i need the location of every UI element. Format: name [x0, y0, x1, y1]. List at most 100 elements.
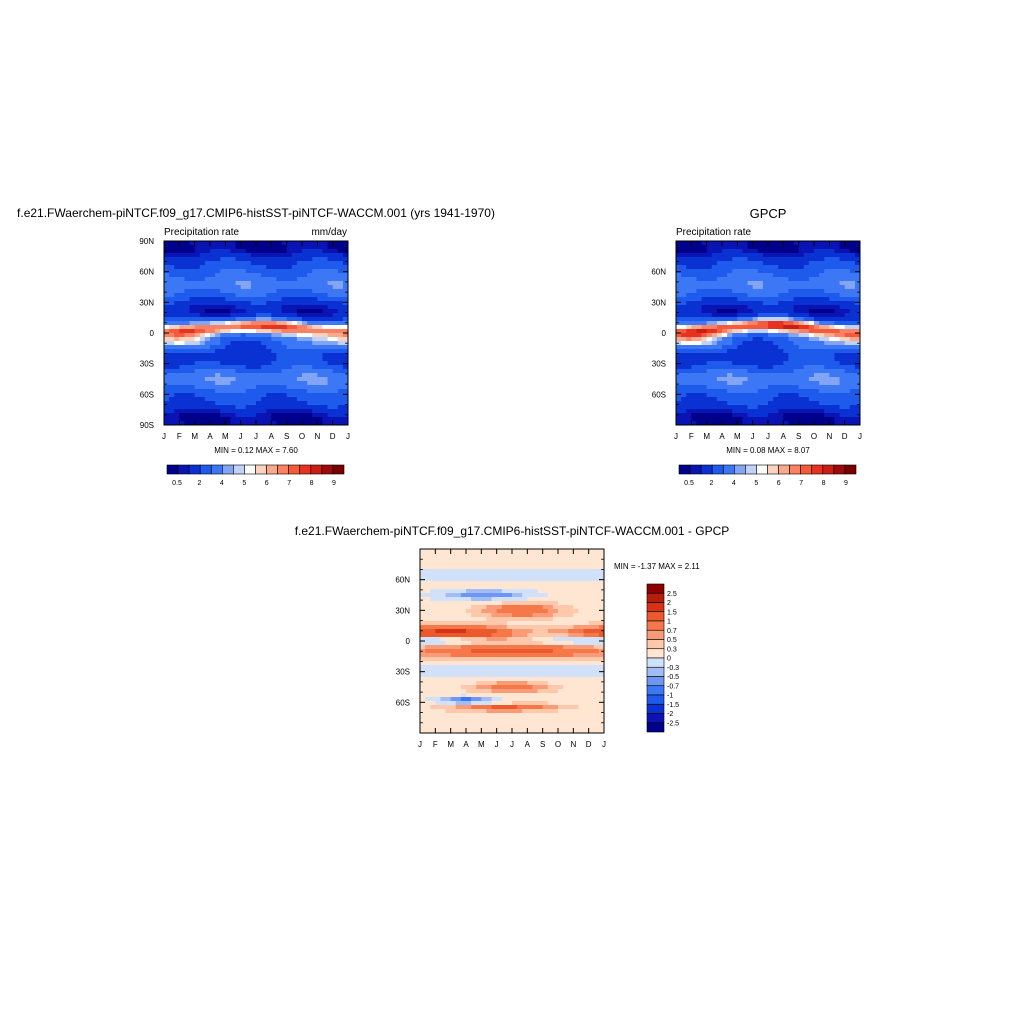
contour-cell	[179, 333, 185, 338]
colorbar-swatch	[789, 464, 801, 475]
contour-cell	[798, 377, 805, 382]
contour-cell	[808, 273, 815, 278]
contour-cell	[532, 553, 539, 558]
contour-cell	[547, 673, 554, 678]
contour-cell	[558, 689, 564, 694]
contour-cell	[532, 581, 539, 586]
contour-cell	[337, 289, 344, 294]
contour-cell	[220, 321, 226, 326]
contour-cell	[512, 685, 518, 690]
contour-cell	[342, 245, 349, 250]
contour-cell	[215, 365, 221, 370]
y-tick-label: 30N	[651, 298, 666, 307]
contour-cell	[547, 557, 554, 562]
contour-cell	[425, 665, 431, 670]
contour-cell	[220, 305, 226, 310]
contour-cell	[757, 305, 764, 310]
contour-cell	[322, 273, 329, 278]
contour-cell	[593, 605, 600, 610]
y-tick-label: 60S	[140, 390, 154, 399]
contour-cell	[829, 329, 835, 334]
contour-cell	[455, 589, 462, 594]
contour-cell	[768, 257, 774, 262]
contour-cell	[593, 577, 600, 582]
contour-cell	[512, 689, 518, 694]
contour-cell	[701, 365, 708, 370]
contour-cell	[230, 241, 237, 246]
colorbar-swatch	[255, 464, 267, 475]
contour-cell	[808, 345, 815, 350]
contour-cell	[527, 561, 533, 566]
contour-cell	[225, 377, 231, 382]
contour-cell	[445, 577, 452, 582]
contour-cell	[773, 369, 779, 374]
contour-cell	[839, 301, 846, 306]
contour-cell	[583, 653, 590, 658]
contour-cell	[691, 313, 697, 318]
contour-cell	[532, 625, 539, 630]
contour-cell	[189, 345, 196, 350]
contour-cell	[281, 353, 288, 358]
contour-cell	[420, 589, 426, 594]
contour-cell	[486, 705, 493, 710]
contour-cell	[256, 265, 262, 270]
contour-cell	[768, 305, 774, 310]
contour-cell	[716, 365, 723, 370]
contour-cell	[711, 317, 718, 322]
contour-cell	[476, 697, 482, 702]
contour-cell	[798, 277, 805, 282]
contour-cell	[563, 685, 569, 690]
contour-cell	[716, 409, 723, 414]
contour-cell	[337, 417, 344, 422]
contour-cell	[271, 293, 277, 298]
contour-cell	[466, 673, 472, 678]
contour-cell	[824, 289, 830, 294]
contour-cell	[849, 289, 856, 294]
contour-cell	[450, 589, 457, 594]
contour-cell	[778, 361, 784, 366]
contour-cell	[445, 581, 452, 586]
contour-cell	[302, 309, 308, 314]
contour-cell	[542, 665, 549, 670]
contour-cell	[522, 565, 528, 570]
panel-gpcp-minmax: MIN = 0.08 MAX = 8.07	[726, 446, 810, 455]
contour-cell	[164, 329, 170, 334]
contour-cell	[793, 261, 800, 266]
contour-cell	[747, 345, 754, 350]
contour-cell	[179, 365, 185, 370]
contour-cell	[230, 301, 237, 306]
contour-cell	[450, 553, 457, 558]
contour-cell	[598, 633, 605, 638]
contour-cell	[194, 245, 201, 250]
contour-cell	[194, 405, 201, 410]
contour-cell	[527, 685, 533, 690]
contour-cell	[732, 309, 738, 314]
contour-cell	[460, 581, 467, 586]
contour-cell	[727, 249, 733, 254]
contour-cell	[768, 309, 774, 314]
contour-cell	[829, 245, 835, 250]
contour-cell	[788, 241, 795, 246]
contour-cell	[179, 341, 185, 346]
contour-cell	[757, 293, 764, 298]
contour-cell	[701, 353, 708, 358]
contour-cell	[568, 665, 574, 670]
contour-cell	[440, 621, 447, 626]
contour-cell	[783, 405, 789, 410]
contour-cell	[732, 325, 738, 330]
contour-cell	[256, 405, 262, 410]
contour-cell	[522, 593, 528, 598]
contour-cell	[783, 385, 789, 390]
contour-cell	[593, 653, 600, 658]
contour-cell	[327, 393, 334, 398]
contour-cell	[199, 365, 206, 370]
contour-cell	[455, 593, 462, 598]
contour-cell	[527, 593, 533, 598]
contour-cell	[768, 385, 774, 390]
contour-cell	[814, 301, 820, 306]
contour-cell	[732, 269, 738, 274]
contour-cell	[486, 553, 493, 558]
contour-cell	[271, 261, 277, 266]
contour-cell	[169, 417, 175, 422]
contour-cell	[337, 253, 344, 258]
